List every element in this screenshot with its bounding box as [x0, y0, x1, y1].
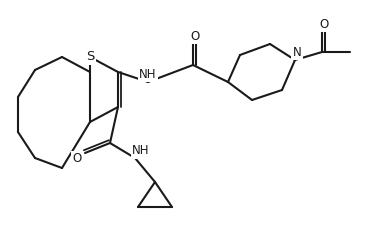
Text: NH: NH [132, 144, 150, 157]
Text: O: O [190, 30, 200, 42]
Text: O: O [319, 18, 329, 30]
Text: S: S [86, 50, 94, 64]
Text: O: O [72, 152, 82, 166]
Text: N: N [293, 46, 301, 59]
Text: NH: NH [139, 67, 157, 80]
